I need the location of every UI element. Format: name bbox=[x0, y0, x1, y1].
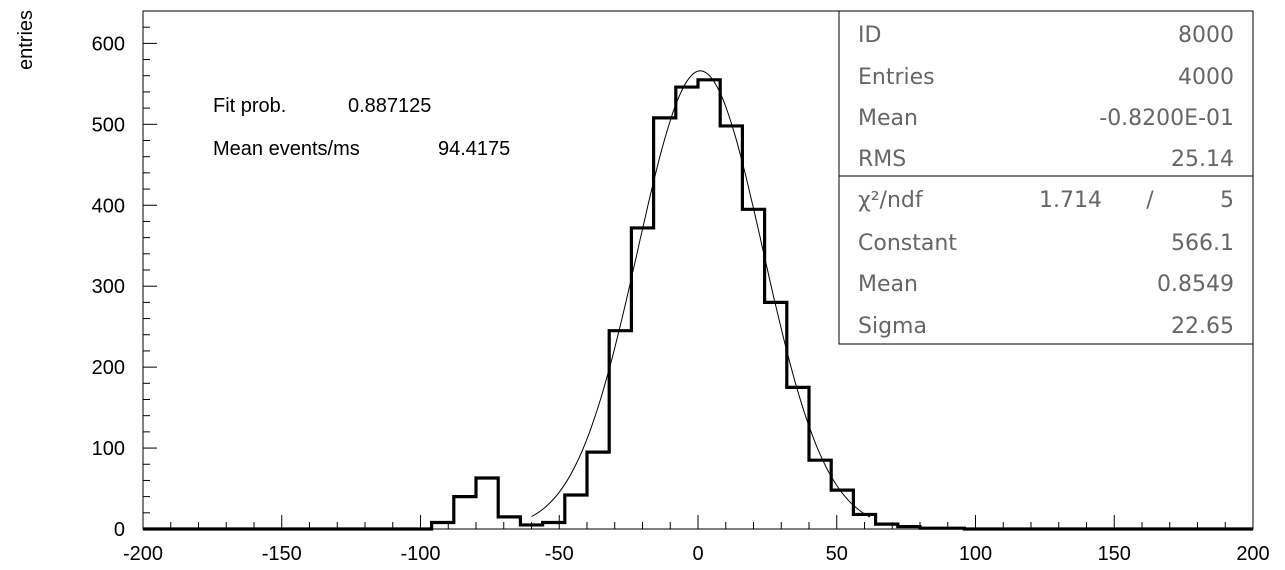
y-tick-label: 500 bbox=[92, 114, 125, 136]
y-tick-label: 0 bbox=[114, 519, 125, 541]
gaussian-fit-curve bbox=[531, 70, 871, 518]
x-tick-label: 0 bbox=[692, 543, 703, 565]
stats-chi2-separator: / bbox=[1146, 188, 1154, 213]
stats-box-top-frame bbox=[838, 10, 1254, 177]
fit-series bbox=[531, 70, 871, 518]
y-tick-label: 300 bbox=[92, 276, 125, 298]
stats-constant-value: 566.1 bbox=[1171, 231, 1234, 256]
y-axis-title: entries bbox=[15, 10, 37, 70]
stats-entries-value: 4000 bbox=[1178, 65, 1234, 90]
x-tick-label: 50 bbox=[826, 543, 848, 565]
stats-fit-mean-label: Mean bbox=[858, 272, 918, 297]
stats-sigma-label: Sigma bbox=[858, 314, 927, 339]
x-tick-label: 150 bbox=[1098, 543, 1131, 565]
x-tick-label: -50 bbox=[545, 543, 574, 565]
stats-chi2-value: 1.714 bbox=[1039, 188, 1102, 213]
stats-id-label: ID bbox=[858, 23, 881, 48]
annotation-mean-events-label: Mean events/ms bbox=[213, 138, 360, 160]
stats-entries-label: Entries bbox=[858, 65, 935, 90]
stats-fit-mean-value: 0.8549 bbox=[1157, 272, 1234, 297]
stats-constant-label: Constant bbox=[858, 231, 957, 256]
histogram-step-line bbox=[143, 78, 1253, 531]
y-tick-label: 400 bbox=[92, 195, 125, 217]
stats-sigma-value: 22.65 bbox=[1171, 314, 1234, 339]
annotation-fit-prob-label: Fit prob. bbox=[213, 95, 286, 117]
x-tick-label: -200 bbox=[123, 543, 163, 565]
stats-mean-label: Mean bbox=[858, 106, 918, 131]
stats-chi2-label: χ²/ndf bbox=[858, 188, 924, 213]
x-tick-label: -100 bbox=[400, 543, 440, 565]
x-axis: -200 -150 -100 -50 0 50 100 150 200 bbox=[123, 515, 1270, 565]
y-tick-label: 100 bbox=[92, 438, 125, 460]
x-tick-label: 100 bbox=[959, 543, 992, 565]
stats-box-fit-frame bbox=[838, 175, 1254, 345]
y-tick-label: 200 bbox=[92, 357, 125, 379]
stats-rms-value: 25.14 bbox=[1171, 147, 1234, 172]
stats-box: ID 8000 Entries 4000 Mean -0.8200E-01 RM… bbox=[838, 10, 1254, 345]
annotation-fit-prob-value: 0.887125 bbox=[348, 95, 431, 117]
stats-rms-label: RMS bbox=[858, 147, 906, 172]
stats-id-value: 8000 bbox=[1178, 23, 1234, 48]
stats-ndf-value: 5 bbox=[1220, 188, 1234, 213]
x-tick-label: -150 bbox=[262, 543, 302, 565]
stats-mean-value: -0.8200E-01 bbox=[1099, 106, 1234, 131]
histogram-series bbox=[143, 78, 1253, 531]
annotation-mean-events-value: 94.4175 bbox=[438, 138, 510, 160]
y-axis: 0 100 200 300 400 500 600 bbox=[92, 10, 157, 541]
x-tick-label: 200 bbox=[1236, 543, 1269, 565]
y-tick-label: 600 bbox=[92, 33, 125, 55]
